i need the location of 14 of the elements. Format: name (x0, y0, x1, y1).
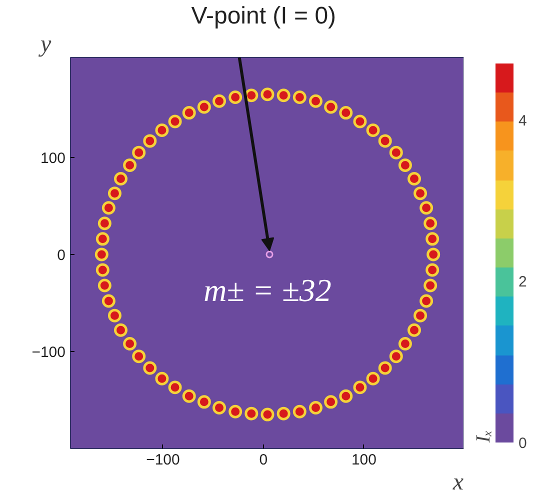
x-axis-title: x (452, 470, 464, 495)
x-tick-label: 0 (259, 452, 268, 468)
x-tick-label: 100 (351, 452, 377, 468)
y-tick-label: 0 (57, 246, 66, 264)
color-bar-title: Iₓ (472, 430, 494, 444)
y-axis-title: y (38, 32, 52, 58)
annotation: m± = ±32 (204, 272, 332, 308)
color-bar-label: 4 (518, 112, 527, 130)
y-tick-label: −100 (32, 344, 66, 361)
color-bar-label: 2 (518, 274, 527, 291)
color-bar-label: 0 (518, 435, 527, 452)
x-tick-label: −100 (146, 452, 180, 468)
annotation: V-point (I = 0) (191, 2, 336, 30)
y-tick-label: 100 (40, 150, 66, 167)
